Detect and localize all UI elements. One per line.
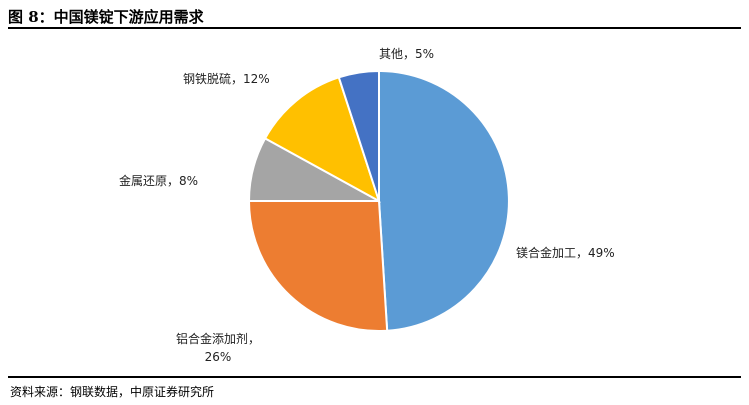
slice-label-steel-desulfurization: 钢铁脱硫，12% bbox=[183, 71, 270, 86]
pie-slices bbox=[247, 69, 510, 332]
slice-label-aluminum-alloy-additive-line1: 铝合金添加剂， bbox=[176, 331, 260, 346]
figure-title-bar: 图 8：中国镁锭下游应用需求 bbox=[8, 4, 741, 30]
figure-source: 资料来源：钢联数据，中原证券研究所 bbox=[10, 385, 215, 399]
pie-slice-aluminum-alloy-additive bbox=[247, 200, 389, 332]
title-rule bbox=[8, 27, 741, 29]
pie-slice-steel-desulfurization bbox=[263, 76, 381, 204]
slice-label-other: 其他，5% bbox=[379, 47, 434, 61]
source-rule bbox=[8, 376, 741, 378]
pie-slice-other bbox=[337, 69, 380, 202]
slice-label-metal-reduction: 金属还原，8% bbox=[119, 173, 198, 188]
figure-title: 图 8：中国镁锭下游应用需求 bbox=[8, 8, 204, 26]
slice-label-aluminum-alloy-additive-line2: 26% bbox=[205, 350, 232, 364]
pie-slice-magnesium-alloy-processing bbox=[378, 69, 510, 332]
slice-label-magnesium-alloy-processing: 镁合金加工，49% bbox=[516, 245, 615, 260]
